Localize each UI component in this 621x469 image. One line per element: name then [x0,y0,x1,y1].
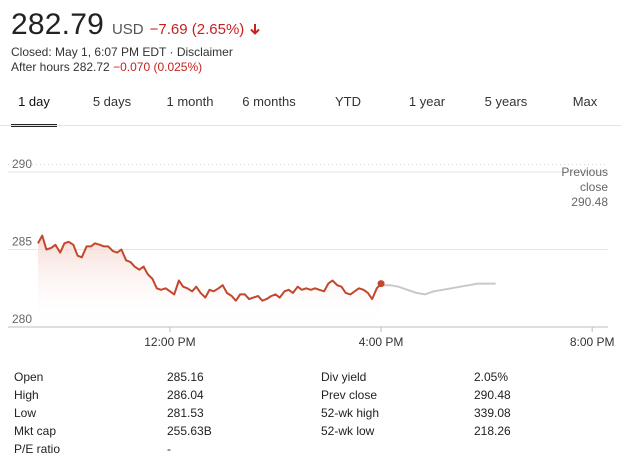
stat-label: Low [14,406,37,420]
tab-5-years[interactable]: 5 years [484,94,528,109]
stat-value: 339.08 [474,406,511,420]
stat-label: 52-wk low [321,424,375,438]
stat-label: Prev close [321,388,378,402]
tab-1-month[interactable]: 1 month [166,94,214,109]
stat-label: Mkt cap [14,424,57,438]
after-hours: After hours 282.72 −0.070 (0.025%) [11,60,261,75]
stat-label: High [14,388,39,402]
stat-value: - [167,442,171,456]
tab-6-months[interactable]: 6 months [242,94,296,109]
price-series-line [37,234,382,302]
x-tick-label: 12:00 PM [144,335,195,349]
price-area-fill [38,235,382,327]
y-tick-label: 290 [12,157,32,171]
stat-label: 52-wk high [321,406,380,420]
stat-low: Low 281.53 52-wk high 339.08 [0,406,621,423]
after-hours-change: −0.070 (0.025%) [113,59,203,74]
stat-value: 2.05% [474,370,509,384]
price-line: 282.79 USD −7.69 (2.65%) [11,8,261,42]
stat-value: 281.53 [167,406,204,420]
stat-open: Open 285.16 Div yield 2.05% [0,370,621,387]
after-hours-label: After hours 282.72 [11,59,110,74]
stat-label: Open [14,370,44,384]
stat-mkt-cap: Mkt cap 255.63B 52-wk low 218.26 [0,424,621,441]
closed-status: Closed: May 1, 6:07 PM EDT · Disclaimer [11,45,233,59]
tab-max[interactable]: Max [572,94,598,109]
stat-value: 285.16 [167,370,204,384]
stat-pe-ratio: P/E ratio - [0,442,621,459]
stat-high: High 286.04 Prev close 290.48 [0,388,621,405]
quote-header: 282.79 USD −7.69 (2.65%) Closed: May 1, … [11,8,261,74]
tabs-divider [0,125,621,126]
tab-5-days[interactable]: 5 days [92,94,132,109]
stat-value: 218.26 [474,424,511,438]
currency-label: USD [111,21,144,38]
previous-close-label: Previous [561,165,608,179]
x-tick-label: 4:00 PM [359,335,404,349]
after-hours-series-line [381,282,496,296]
range-tabs: 1 day 5 days 1 month 6 months YTD 1 year… [0,88,621,127]
stat-value: 286.04 [167,388,204,402]
price-change: −7.69 (2.65%) [149,21,245,38]
current-price: 282.79 [11,8,104,41]
arrow-down-icon [249,22,261,35]
stat-label: Div yield [321,370,367,384]
tab-1-day[interactable]: 1 day [18,94,50,109]
y-tick-label: 285 [12,235,32,249]
stat-label: P/E ratio [14,442,61,456]
tab-1-year[interactable]: 1 year [408,94,446,109]
previous-close-label: 290.48 [571,195,608,209]
stat-value: 290.48 [474,388,511,402]
close-marker [377,280,385,288]
stat-value: 255.63B [167,424,212,438]
tab-ytd[interactable]: YTD [335,94,361,109]
previous-close-label: close [580,180,608,194]
x-tick-label: 8:00 PM [570,335,615,349]
y-tick-label: 280 [12,312,32,326]
